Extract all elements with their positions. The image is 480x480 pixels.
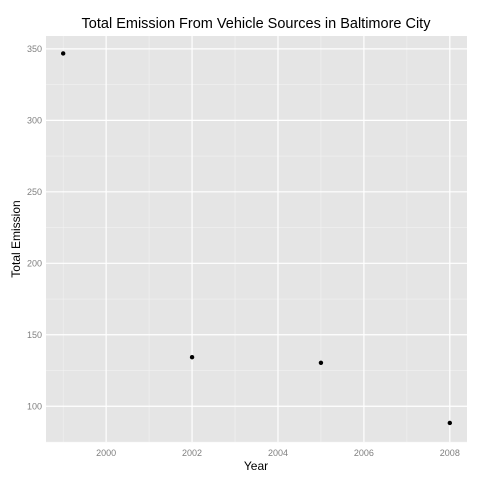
data-point	[318, 360, 324, 366]
plot-panel	[46, 36, 467, 442]
y-tick-label: 250	[27, 187, 42, 197]
y-tick-label: 100	[27, 401, 42, 411]
x-tick-labels: 2000 2002 2004 2006 2008	[96, 448, 460, 458]
x-tick-label: 2002	[182, 448, 202, 458]
grid-major	[46, 36, 467, 442]
x-tick-label: 2008	[440, 448, 460, 458]
y-tick-label: 300	[27, 115, 42, 125]
chart-title: Total Emission From Vehicle Sources in B…	[82, 16, 432, 32]
x-axis-label: Year	[244, 459, 268, 473]
y-tick-label: 150	[27, 330, 42, 340]
data-point	[447, 420, 453, 426]
y-tick-label: 200	[27, 258, 42, 268]
x-tick-label: 2004	[268, 448, 288, 458]
grid-minor	[46, 36, 467, 443]
y-tick-labels: 100 150 200 250 300 350	[27, 44, 42, 411]
x-tick-label: 2000	[96, 448, 116, 458]
x-tick-label: 2006	[354, 448, 374, 458]
data-points	[60, 51, 453, 426]
y-tick-label: 350	[27, 44, 42, 54]
data-point	[189, 355, 195, 360]
data-point	[60, 51, 66, 56]
y-axis-label: Total Emission	[9, 200, 23, 277]
